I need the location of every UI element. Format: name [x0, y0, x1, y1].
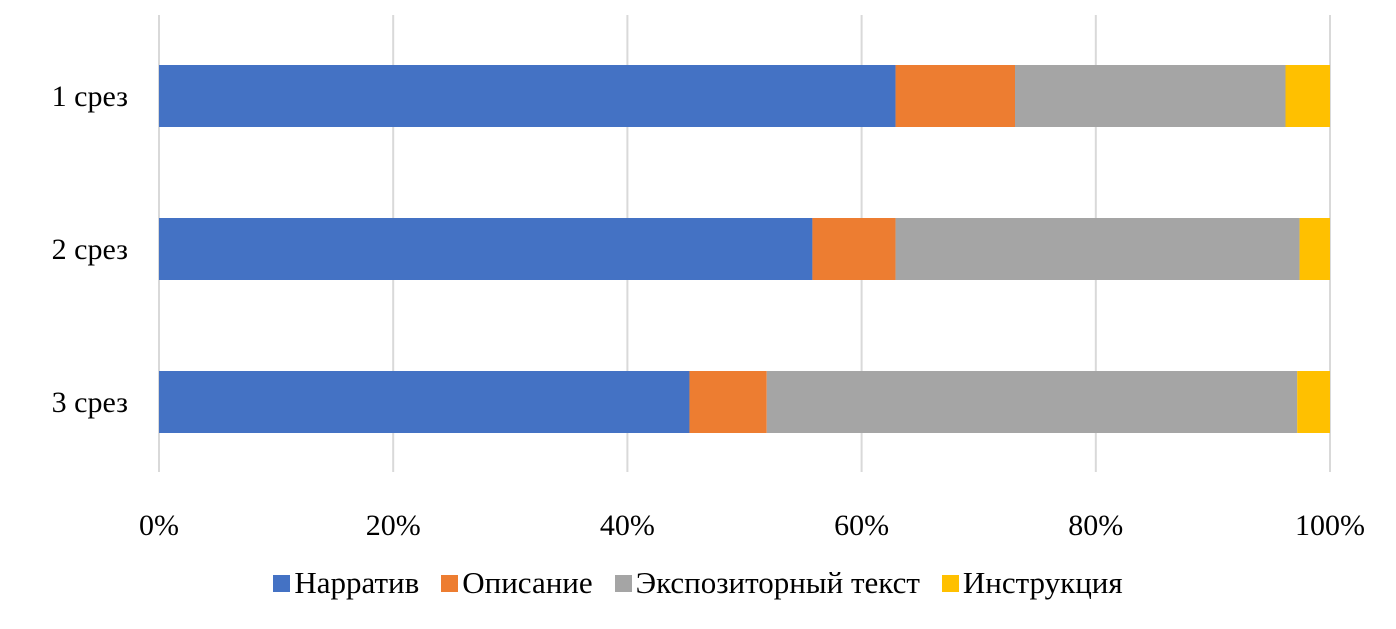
bar-segment	[895, 65, 1016, 127]
bar-segment	[895, 218, 1300, 280]
category-label: 2 срез	[52, 233, 128, 266]
stacked-bar-chart: 1 срез 2 срез 3 срез 0% 20% 40% 60% 80% 100%	[52, 15, 1365, 542]
category-labels: 1 срез 2 срез 3 срез	[52, 80, 128, 419]
legend-item: Инструкция	[941, 565, 1123, 601]
legend-label: Нарратив	[294, 565, 420, 600]
bar-segment	[1297, 371, 1330, 433]
bar-segment	[812, 218, 896, 280]
x-tick-label: 60%	[834, 509, 889, 542]
legend-item: Описание	[441, 565, 593, 601]
bar-segment	[1015, 65, 1286, 127]
legend-item: Нарратив	[273, 565, 419, 601]
category-label: 3 срез	[52, 386, 128, 419]
legend-item: Экспозиторный текст	[614, 565, 920, 601]
x-tick-label: 80%	[1068, 509, 1123, 542]
legend-swatch	[614, 574, 632, 592]
bar-segment	[1285, 65, 1330, 127]
legend-label: Описание	[462, 565, 593, 600]
bar-segment	[159, 218, 813, 280]
bar-segment	[766, 371, 1298, 433]
legend-label: Инструкция	[962, 565, 1123, 600]
legend-swatch	[441, 574, 459, 592]
x-tick-label: 100%	[1295, 509, 1365, 542]
bars	[159, 65, 1330, 433]
bar-segment	[159, 65, 896, 127]
legend-swatch	[941, 574, 959, 592]
bar-segment	[689, 371, 767, 433]
legend-label: Экспозиторный текст	[635, 565, 920, 600]
legend-swatch	[273, 574, 291, 592]
x-tick-labels: 0% 20% 40% 60% 80% 100%	[139, 509, 1365, 542]
x-tick-label: 20%	[366, 509, 421, 542]
bar-segment	[159, 371, 690, 433]
x-tick-label: 40%	[600, 509, 655, 542]
bar-segment	[1299, 218, 1330, 280]
category-label: 1 срез	[52, 80, 128, 113]
legend: Нарратив Описание Экспозиторный текст Инстр…	[0, 565, 1396, 601]
x-tick-label: 0%	[139, 509, 179, 542]
